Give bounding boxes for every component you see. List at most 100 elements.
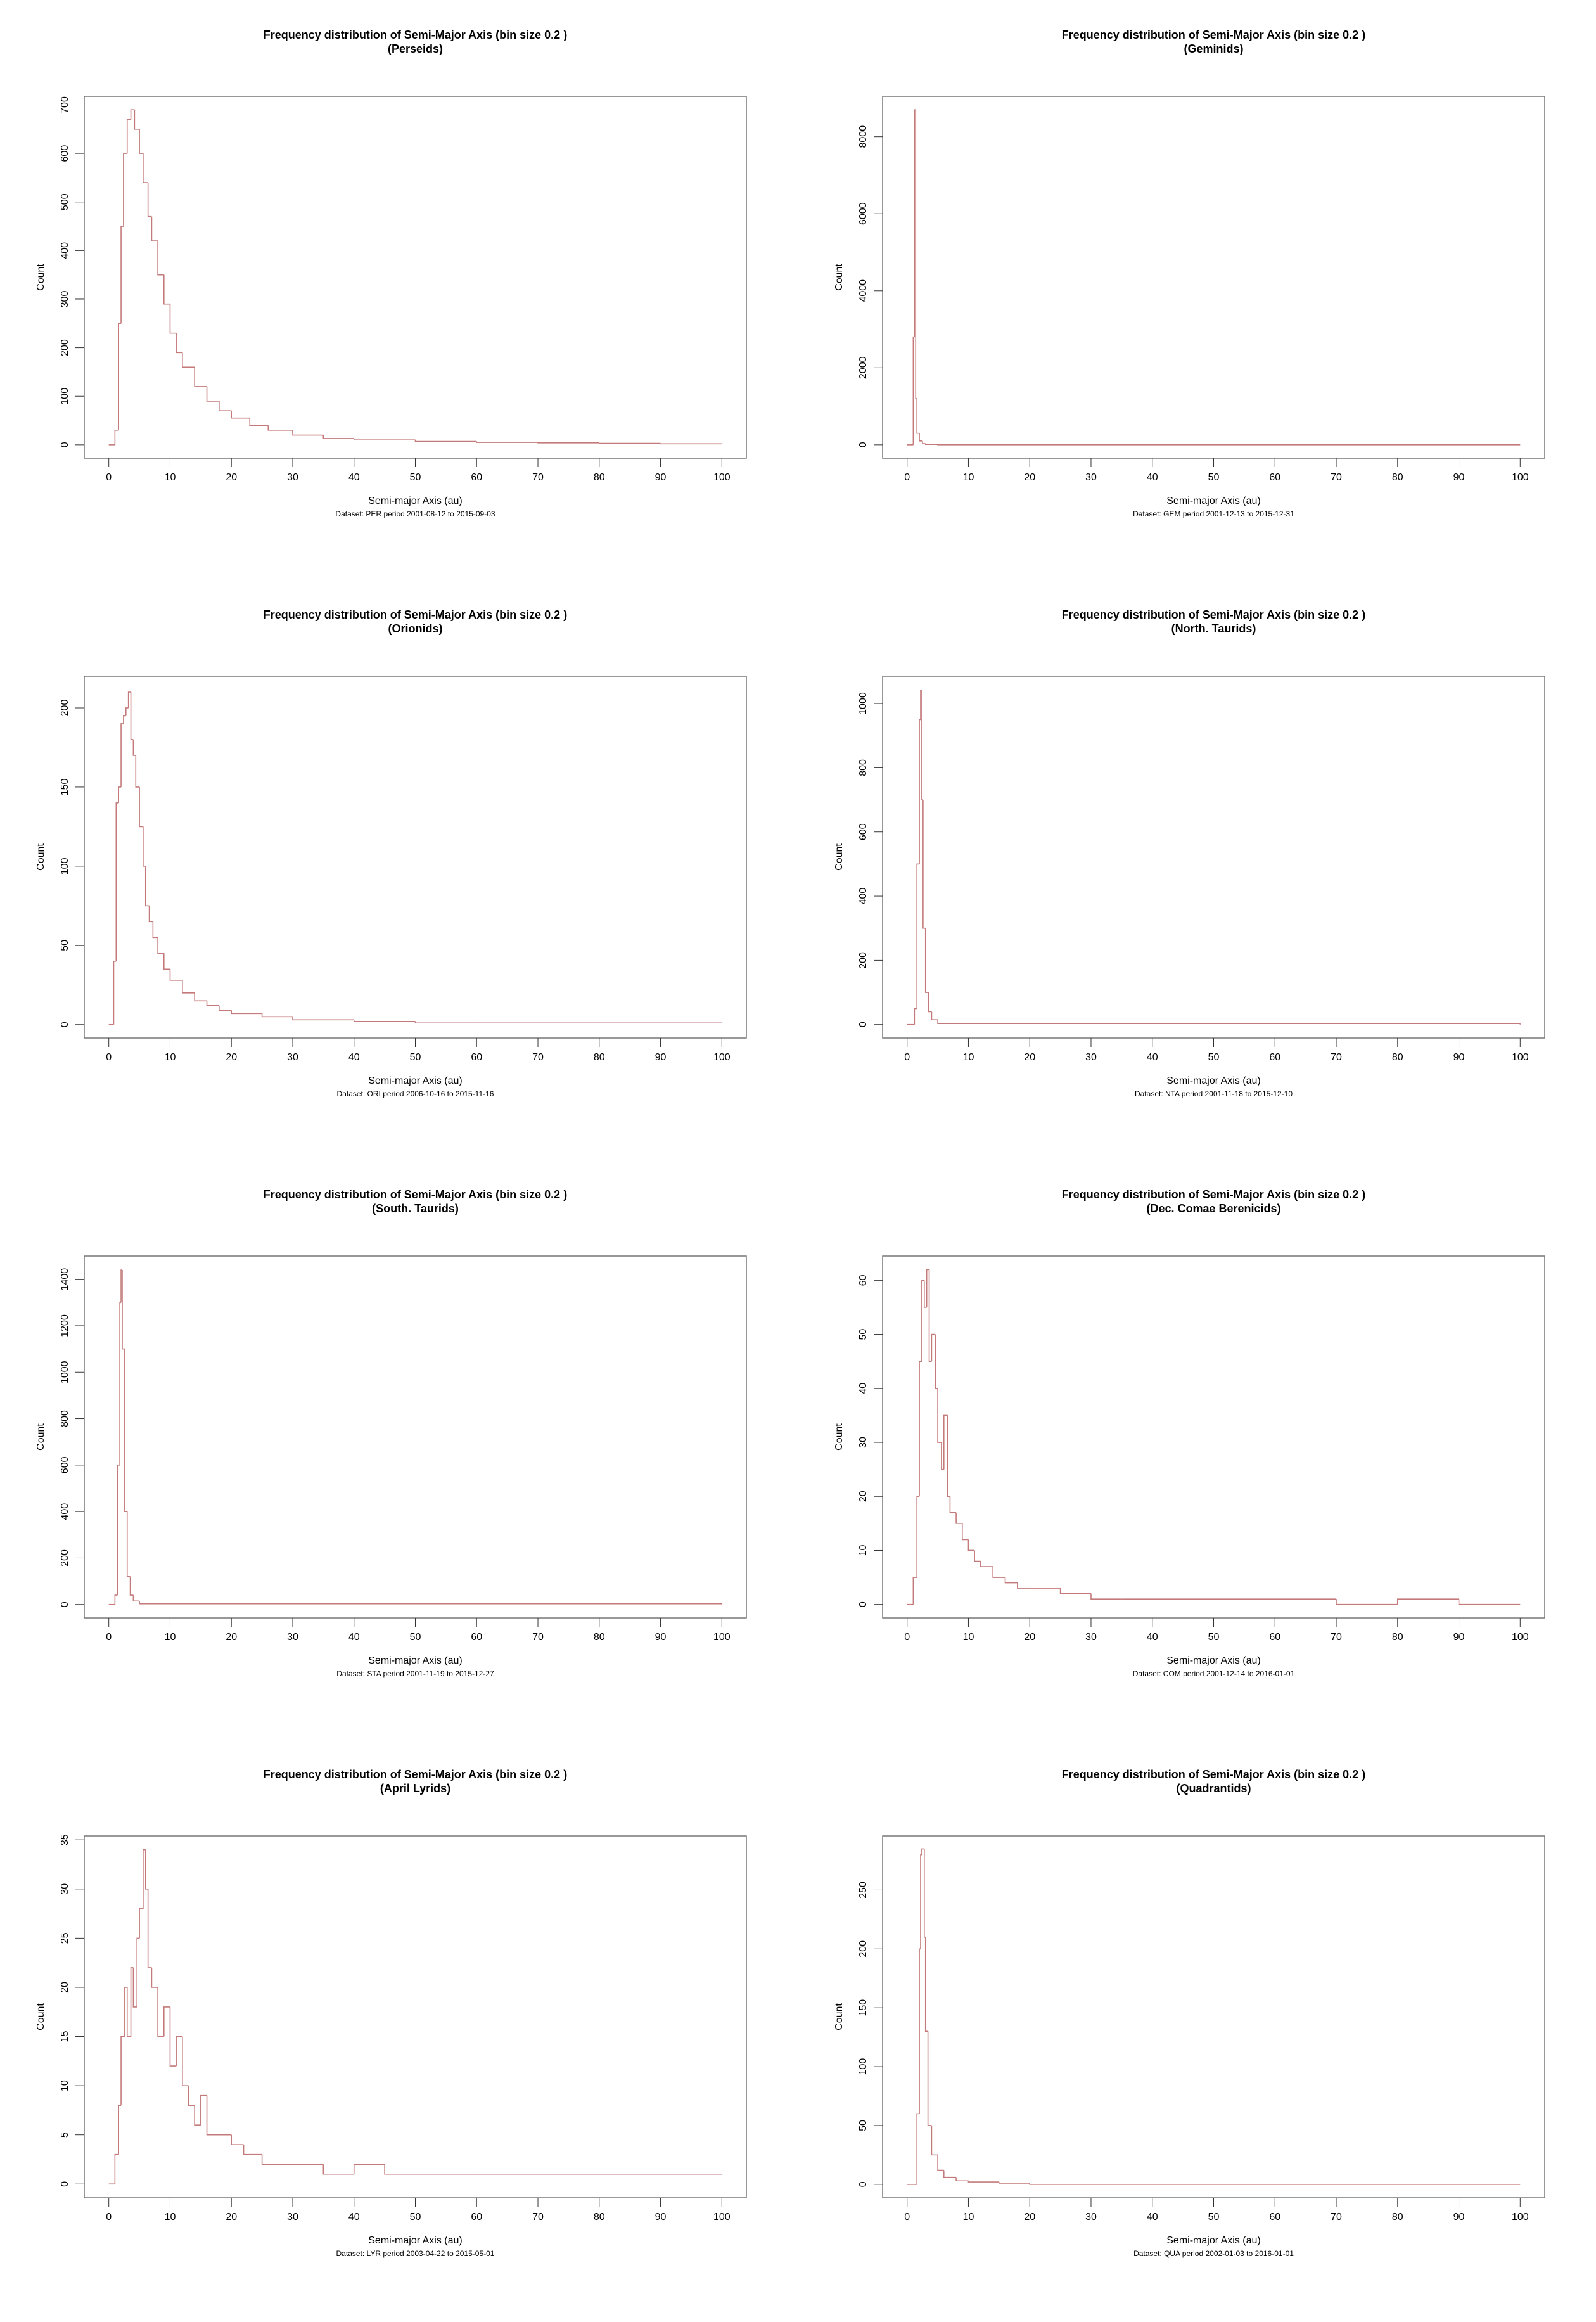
histogram-step [122, 1269, 125, 1350]
histogram-step [114, 1594, 118, 1605]
histogram-step [157, 1987, 164, 2037]
histogram-step [120, 2036, 125, 2106]
chart-title: Frequency distribution of Semi-Major Axi… [264, 29, 567, 41]
histogram-step [537, 442, 599, 444]
x-tick-label: 50 [1208, 2212, 1220, 2223]
histogram-step [143, 153, 148, 183]
x-tick-label: 50 [410, 472, 421, 483]
y-tick-label: 150 [60, 778, 70, 795]
y-tick-label: 600 [60, 145, 70, 162]
histogram-step [126, 1987, 131, 2037]
histogram-step [267, 425, 293, 431]
histogram-step [935, 1334, 938, 1389]
histogram-step [249, 418, 269, 427]
histogram-step [931, 2125, 938, 2156]
x-axis-label: Semi-major Axis (au) [1166, 1655, 1260, 1666]
x-tick-label: 0 [904, 2212, 910, 2223]
histogram-step [927, 2031, 932, 2126]
x-tick-label: 90 [655, 1632, 667, 1643]
y-tick-label: 35 [60, 1834, 70, 1845]
histogram-step [243, 2145, 262, 2155]
y-tick-label: 0 [60, 1601, 70, 1607]
x-tick-label: 90 [1453, 472, 1465, 483]
y-tick-label: 0 [60, 442, 70, 447]
histogram-step [414, 440, 477, 442]
histogram-step [134, 110, 140, 130]
chart-title: Frequency distribution of Semi-Major Axi… [1062, 608, 1365, 621]
y-tick-label: 0 [60, 2181, 70, 2187]
x-tick-label: 90 [655, 2212, 667, 2223]
x-axis-label: Semi-major Axis (au) [1166, 2235, 1260, 2246]
y-tick-label: 600 [858, 823, 869, 840]
histogram-step [114, 2153, 119, 2184]
histogram-step [920, 1854, 922, 1949]
y-tick-label: 8000 [858, 125, 869, 148]
y-tick-label: 1400 [60, 1268, 70, 1291]
histogram-step [135, 755, 140, 788]
histogram-step [118, 786, 122, 803]
x-tick-label: 20 [226, 472, 237, 483]
chart-subtitle: (Quadrantids) [1176, 1782, 1251, 1795]
histogram-step [231, 2134, 244, 2146]
histogram-step [231, 411, 250, 419]
x-tick-label: 50 [1208, 472, 1220, 483]
histogram-step [967, 2181, 999, 2183]
y-tick-label: 50 [858, 1329, 869, 1340]
x-tick-label: 40 [348, 1632, 360, 1643]
y-tick-label: 50 [858, 2120, 869, 2131]
x-axis-label: Semi-major Axis (au) [1166, 496, 1260, 506]
histogram-step [919, 1361, 922, 1497]
x-tick-label: 40 [348, 1052, 360, 1063]
histogram-step [176, 333, 182, 354]
x-tick-label: 80 [1392, 472, 1403, 483]
x-tick-label: 40 [1147, 2212, 1158, 2223]
y-tick-label: 6000 [858, 202, 869, 225]
histogram-step [916, 2113, 920, 2184]
y-tick-label: 150 [858, 1999, 869, 2017]
x-tick-label: 10 [165, 472, 176, 483]
histogram-step [1059, 1588, 1091, 1594]
histogram-step [163, 953, 170, 970]
x-tick-label: 20 [226, 1052, 237, 1063]
y-tick-label: 400 [858, 888, 869, 905]
x-tick-label: 50 [410, 1632, 421, 1643]
histogram-step [118, 323, 122, 430]
y-tick-label: 1000 [858, 692, 869, 715]
histogram-step [169, 2006, 177, 2067]
x-tick-label: 40 [1147, 1632, 1158, 1643]
x-tick-label: 60 [471, 1632, 482, 1643]
x-tick-label: 80 [1392, 2212, 1403, 2223]
histogram-step [924, 928, 929, 993]
chart-subtitle: (South. Taurids) [372, 1202, 459, 1215]
plot-frame [882, 676, 1545, 1039]
histogram-step [147, 183, 152, 217]
histogram-step [151, 216, 158, 241]
histogram-step [139, 1908, 143, 1939]
y-tick-label: 200 [60, 339, 70, 356]
y-tick-label: 200 [60, 1549, 70, 1567]
chart-title: Frequency distribution of Semi-Major Axi… [1062, 1768, 1365, 1781]
y-tick-label: 1000 [60, 1361, 70, 1383]
histogram-step [115, 802, 119, 961]
histogram-step [152, 921, 158, 939]
chart-subtitle: (Geminids) [1184, 42, 1243, 55]
x-axis-label: Semi-major Axis (au) [1166, 1075, 1260, 1086]
x-tick-label: 60 [471, 1052, 482, 1063]
x-tick-label: 100 [713, 472, 731, 483]
y-tick-label: 0 [858, 1022, 869, 1027]
histogram-step [176, 2036, 182, 2067]
histogram-step [124, 1987, 127, 2037]
y-axis-label: Count [834, 2003, 845, 2030]
x-tick-label: 90 [655, 472, 667, 483]
histogram-step [928, 1269, 932, 1362]
histogram-step [163, 2006, 170, 2037]
y-tick-label: 15 [60, 2031, 70, 2043]
y-tick-label: 5 [60, 2132, 70, 2138]
y-tick-label: 10 [858, 1544, 869, 1556]
histogram-step [206, 386, 219, 402]
x-tick-label: 30 [287, 2212, 298, 2223]
histogram-step [353, 1020, 416, 1022]
y-tick-label: 60 [858, 1274, 869, 1286]
x-tick-label: 10 [963, 1632, 974, 1643]
histogram-step [147, 1889, 152, 1968]
